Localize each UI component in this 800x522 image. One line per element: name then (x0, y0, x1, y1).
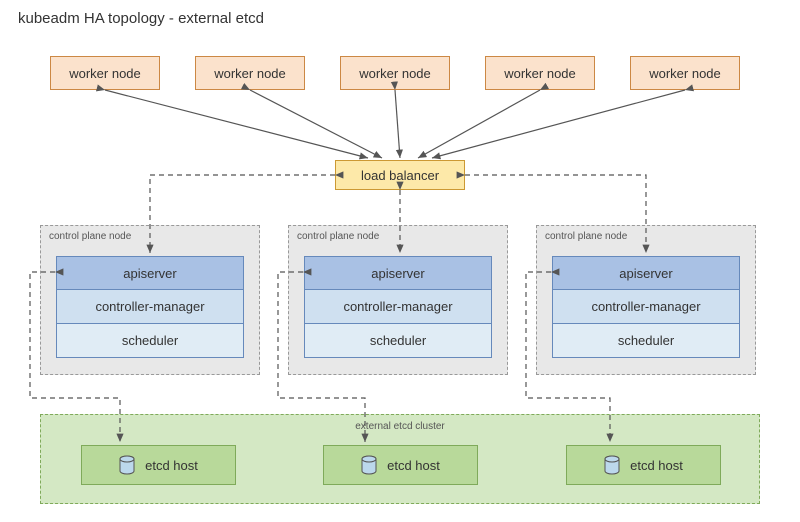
database-icon (604, 455, 620, 475)
worker-label: worker node (214, 66, 286, 81)
control-plane-node: control plane node apiserver controller-… (40, 225, 260, 375)
worker-node: worker node (485, 56, 595, 90)
scheduler-box: scheduler (304, 324, 492, 358)
controller-manager-box: controller-manager (56, 290, 244, 324)
etcd-host: etcd host (81, 445, 236, 485)
worker-node: worker node (195, 56, 305, 90)
worker-label: worker node (359, 66, 431, 81)
worker-node: worker node (630, 56, 740, 90)
worker-node: worker node (50, 56, 160, 90)
cp-label: control plane node (297, 231, 379, 242)
load-balancer: load balancer (335, 160, 465, 190)
control-plane-node: control plane node apiserver controller-… (288, 225, 508, 375)
scheduler-box: scheduler (56, 324, 244, 358)
etcd-host-label: etcd host (630, 458, 683, 473)
cp-label: control plane node (545, 231, 627, 242)
apiserver-box: apiserver (56, 256, 244, 290)
database-icon (361, 455, 377, 475)
apiserver-box: apiserver (552, 256, 740, 290)
worker-label: worker node (504, 66, 576, 81)
control-plane-node: control plane node apiserver controller-… (536, 225, 756, 375)
lb-label: load balancer (361, 168, 439, 183)
worker-label: worker node (649, 66, 721, 81)
etcd-host-label: etcd host (145, 458, 198, 473)
worker-node: worker node (340, 56, 450, 90)
etcd-cluster: external etcd cluster etcd host etcd hos… (40, 414, 760, 504)
etcd-host-label: etcd host (387, 458, 440, 473)
scheduler-box: scheduler (552, 324, 740, 358)
diagram-title: kubeadm HA topology - external etcd (18, 10, 264, 27)
cp-label: control plane node (49, 231, 131, 242)
database-icon (119, 455, 135, 475)
worker-label: worker node (69, 66, 141, 81)
apiserver-box: apiserver (304, 256, 492, 290)
controller-manager-box: controller-manager (304, 290, 492, 324)
controller-manager-box: controller-manager (552, 290, 740, 324)
etcd-host: etcd host (323, 445, 478, 485)
etcd-host: etcd host (566, 445, 721, 485)
etcd-cluster-label: external etcd cluster (41, 421, 759, 432)
